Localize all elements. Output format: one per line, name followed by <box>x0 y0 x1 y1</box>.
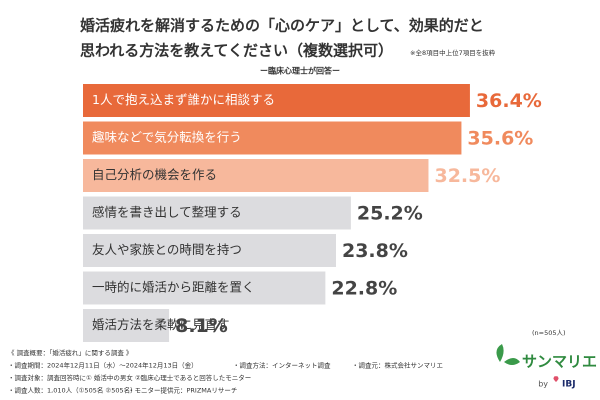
survey-note: ・調査対象：調査回答時に① 婚活中の男女 ②臨床心理士であると回答したモニター <box>8 373 251 382</box>
title-line-2: 思われる方法を教えてください（複数選択可） <box>80 42 393 60</box>
value-label: 32.5% <box>434 165 500 187</box>
survey-note: 《 調査概要：「婚活疲れ」に関する調査 》 <box>8 348 132 357</box>
title-note: ※全8項目中上位7項目を抜粋 <box>410 48 496 57</box>
category-label: 1人で抱え込まず誰かに相談する <box>92 92 275 107</box>
bar <box>83 84 470 117</box>
logo-brand: IBJ <box>562 380 576 390</box>
value-label: 22.8% <box>331 278 397 300</box>
survey-note: ・調査期間：2024年12月11日（水）～2024年12月13日（金） <box>8 361 198 370</box>
bar <box>83 309 170 342</box>
bar <box>83 159 429 192</box>
bar <box>83 121 462 155</box>
logo-heart <box>553 376 559 382</box>
category-label: 一時的に婚活から距離を置く <box>92 280 255 295</box>
value-label: 23.8% <box>342 240 408 262</box>
category-label: 趣味などで気分転換を行う <box>92 130 242 145</box>
category-label: 友人や家族との時間を持つ <box>92 242 242 257</box>
logo-by: by <box>538 380 548 389</box>
category-label: 婚活方法を柔軟に見直す <box>92 317 230 332</box>
value-label: 25.2% <box>357 203 423 225</box>
value-label: 36.4% <box>476 90 542 112</box>
logo: サンマリエ by IBJ <box>496 344 597 390</box>
subtitle: ー臨床心理士が回答ー <box>260 66 340 76</box>
value-label: 35.6% <box>467 128 533 150</box>
bar <box>83 196 351 230</box>
logo-icon <box>496 344 520 365</box>
survey-note: ・モニター提供元：PRIZMAリサーチ <box>128 386 237 395</box>
survey-note: ・調査元：株式会社サンマリエ <box>352 361 443 370</box>
title-line-1: 婚活疲れを解消するための「心のケア」として、効果的だと <box>80 17 484 35</box>
survey-note: ・調査方法：インターネット調査 <box>233 361 331 370</box>
value-label: 8.1% <box>175 315 228 337</box>
sample-size: (n=505人) <box>532 329 566 337</box>
category-label: 感情を書き出して整理する <box>92 205 242 220</box>
survey-note: ・調査人数：1,010人（①505名 ②505名） <box>8 386 137 395</box>
category-label: 自己分析の機会を作る <box>92 167 217 182</box>
bar <box>83 234 336 267</box>
bar <box>83 271 326 305</box>
logo-text: サンマリエ <box>522 353 597 371</box>
